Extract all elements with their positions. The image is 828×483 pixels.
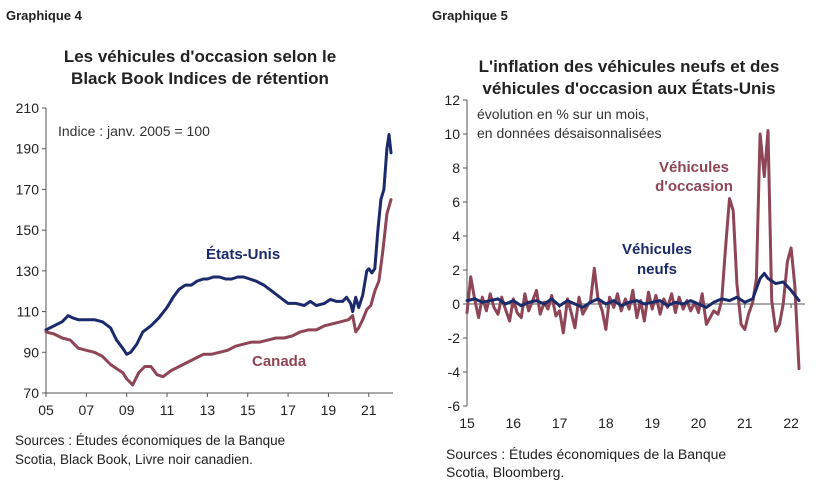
series-label-canada: Canada [252,353,307,370]
series-label-used-vehicles: d'occasion [655,178,733,195]
y-tick-label: 6 [452,194,460,210]
chart-vehicle-inflation: -6 -4 -2 0 2 4 6 8 10 12 15 16 17 18 19 20 21 22 évolution… [444,92,805,431]
chart-annotation: évolution en % sur un mois, [477,106,649,122]
chart-panel-vehicle-inflation: Graphique 5 L'inflation des véhicules ne… [414,0,828,483]
sources-note: Sources : Études économiques de la Banqu… [446,445,726,481]
chart-title-line: Les véhicules d'occasion selon le [63,47,337,66]
chart-annotation: en données désaisonnalisées [477,125,661,141]
x-tick-label: 05 [38,402,54,418]
x-tick-label: 19 [321,402,337,418]
series-line [465,271,801,309]
chart-title-line: L'inflation des véhicules neufs et des [478,57,780,76]
y-tick-label: -6 [448,398,461,414]
y-tick-label: 70 [23,385,39,401]
x-tick-label: 19 [644,415,660,431]
sources-note: Sources : Études économiques de la Banqu… [15,431,285,469]
y-tick-label: 2 [452,262,460,278]
x-tick-label: 11 [160,402,175,418]
x-tick-label: 22 [783,415,799,431]
chart-title-line: véhicules d'occasion aux États-Unis [482,79,776,98]
y-tick-label: 190 [16,141,40,157]
y-tick-label: 170 [16,181,40,197]
y-tick-label: -2 [448,330,461,346]
sources-line: Sources : Études économiques de la Banqu… [446,446,727,462]
series-line [465,129,801,371]
sources-line: Sources : Études économiques de la Banqu… [15,433,286,448]
sources-line: Scotia, Bloomberg. [446,464,565,480]
x-tick-label: 21 [361,402,377,418]
series-line [44,133,393,356]
y-tick-label: 90 [23,344,39,360]
chart-annotation: Indice : janv. 2005 = 100 [58,123,210,139]
y-tick-label: 4 [452,228,460,244]
series-label-us: États-Unis [206,246,280,263]
graph-label: Graphique 5 [432,8,508,23]
y-tick-label: -4 [448,364,461,380]
y-tick-label: 130 [16,263,40,279]
series-label-new-vehicles: Véhicules [622,241,692,258]
series-line [44,198,393,387]
x-tick-label: 16 [506,415,522,431]
y-tick-label: 150 [16,222,40,238]
chart-title: L'inflation des véhicules neufs et des v… [434,56,824,100]
chart-panel-retention-index: Graphique 4 Les véhicules d'occasion sel… [6,8,393,469]
y-tick-label: 10 [444,126,460,142]
x-tick-label: 15 [459,415,475,431]
chart-retention-index: 70 90 110 130 150 170 190 210 05 07 09 11 13 15 17 19 21… [16,100,393,418]
chart-title-line: Black Book Indices de rétention [71,69,329,88]
series-label-used-vehicles: Véhicules [659,159,729,176]
x-tick-label: 13 [200,402,216,418]
sources-line: Scotia, Black Book, Livre noir canadien. [15,452,253,467]
x-tick-label: 17 [280,402,296,418]
y-tick-label: 0 [452,296,460,312]
x-tick-label: 07 [79,402,95,418]
chart-title: Les véhicules d'occasion selon le Black … [10,46,390,90]
y-tick-label: 210 [16,100,40,116]
graph-label: Graphique 4 [6,8,82,23]
y-tick-label: 12 [444,92,460,108]
x-tick-label: 18 [598,415,614,431]
x-tick-label: 20 [691,415,707,431]
series-label-new-vehicles: neufs [637,261,677,278]
y-tick-label: 8 [452,160,460,176]
y-tick-label: 110 [17,304,40,320]
x-tick-label: 21 [737,415,753,431]
x-tick-label: 15 [240,402,256,418]
x-tick-label: 09 [119,402,135,418]
x-tick-label: 17 [552,415,568,431]
